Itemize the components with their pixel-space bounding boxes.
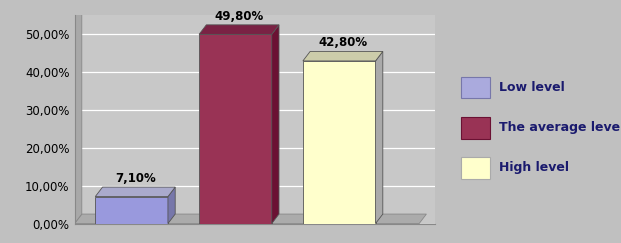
Polygon shape xyxy=(95,187,175,197)
Polygon shape xyxy=(199,25,279,34)
Text: 7,10%: 7,10% xyxy=(115,172,156,185)
Text: High level: High level xyxy=(499,161,569,174)
Polygon shape xyxy=(75,214,427,224)
FancyBboxPatch shape xyxy=(461,117,491,139)
FancyBboxPatch shape xyxy=(461,77,491,98)
Polygon shape xyxy=(199,34,272,224)
Polygon shape xyxy=(303,61,376,224)
FancyBboxPatch shape xyxy=(461,157,491,179)
Polygon shape xyxy=(168,187,175,224)
Text: 49,80%: 49,80% xyxy=(214,9,264,23)
Text: The average level: The average level xyxy=(499,121,621,134)
Polygon shape xyxy=(272,25,279,224)
Polygon shape xyxy=(95,197,168,224)
Polygon shape xyxy=(303,52,383,61)
Polygon shape xyxy=(75,5,82,224)
Text: Low level: Low level xyxy=(499,81,564,94)
Polygon shape xyxy=(376,52,383,224)
Text: 42,80%: 42,80% xyxy=(319,36,368,49)
